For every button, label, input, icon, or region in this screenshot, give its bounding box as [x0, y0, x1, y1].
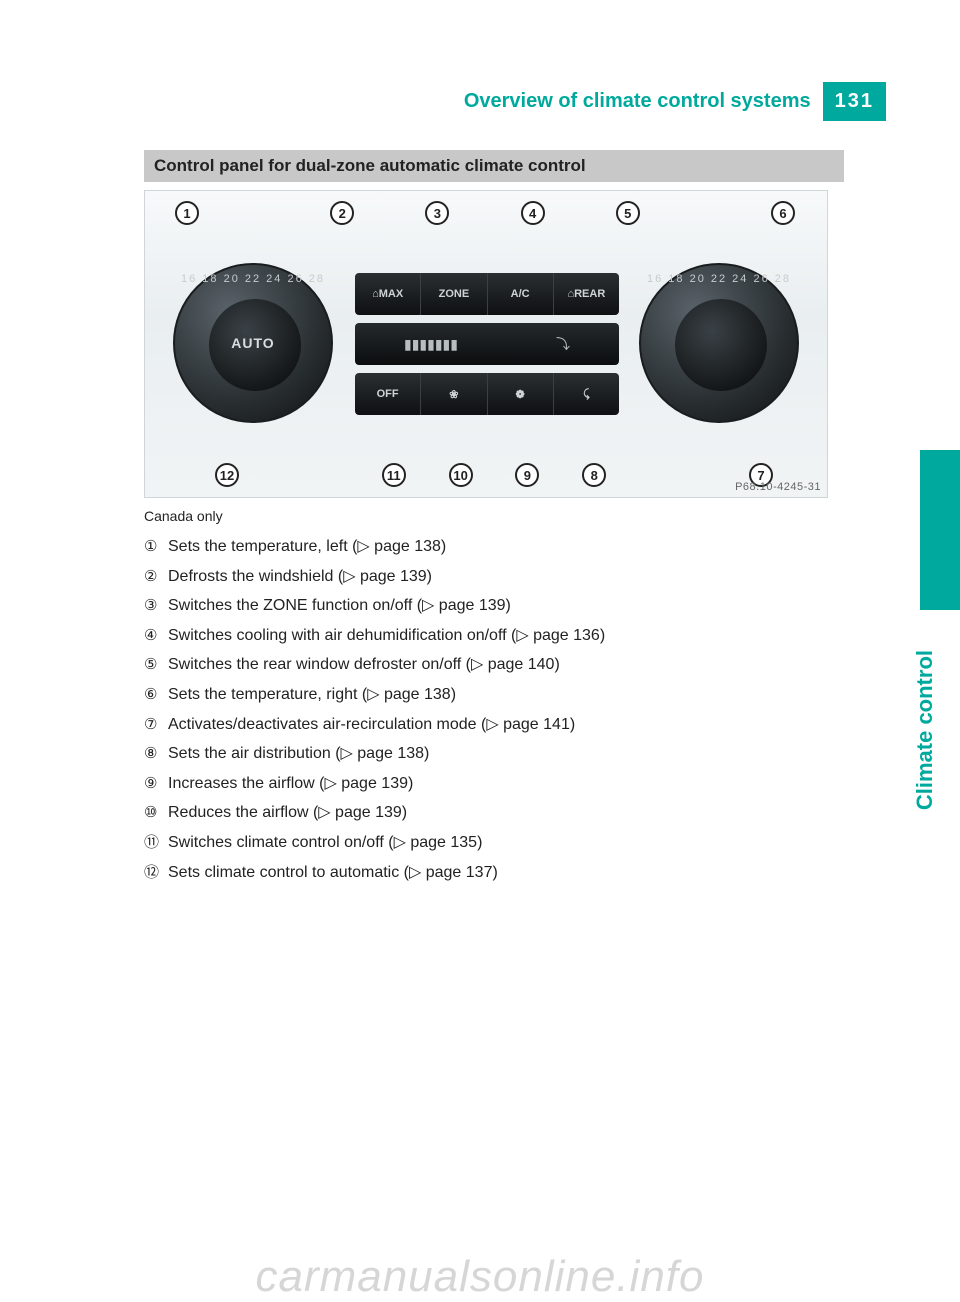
list-item: ②Defrosts the windshield (▷ page 139) — [144, 564, 844, 590]
airflow-bars-icon: ▮▮▮▮▮▮▮ — [404, 336, 458, 353]
air-direction-icon: ⤵ — [556, 334, 570, 354]
item-text: Sets climate control to automatic (▷ pag… — [168, 860, 498, 886]
side-tab — [920, 450, 960, 610]
list-item: ⑦Activates/deactivates air-recirculation… — [144, 712, 844, 738]
list-item: ④Switches cooling with air dehumidificat… — [144, 623, 844, 649]
item-num: ⑪ — [144, 831, 168, 855]
section-title: Control panel for dual-zone automatic cl… — [144, 150, 844, 182]
callouts-bottom: 12 11 10 9 8 7 — [215, 463, 773, 487]
item-text: Sets the temperature, left (▷ page 138) — [168, 534, 446, 560]
dial-label-auto: AUTO — [175, 335, 331, 351]
page: Overview of climate control systems 1 31 … — [0, 0, 960, 1302]
callout-8: 8 — [582, 463, 606, 487]
list-item: ⑪Switches climate control on/off (▷ page… — [144, 830, 844, 856]
callout-11: 11 — [382, 463, 406, 487]
list-item: ⑩Reduces the airflow (▷ page 139) — [144, 800, 844, 826]
item-num: ⑧ — [144, 742, 168, 766]
item-text: Defrosts the windshield (▷ page 139) — [168, 564, 432, 590]
list-item: ⑧Sets the air distribution (▷ page 138) — [144, 741, 844, 767]
list-item: ⑫Sets climate control to automatic (▷ pa… — [144, 860, 844, 886]
callout-1: 1 — [175, 201, 199, 225]
item-text: Increases the airflow (▷ page 139) — [168, 771, 413, 797]
list-item: ③Switches the ZONE function on/off (▷ pa… — [144, 593, 844, 619]
list-item: ⑨Increases the airflow (▷ page 139) — [144, 771, 844, 797]
page-number: 131 — [823, 82, 886, 121]
list-item: ⑤Switches the rear window defroster on/o… — [144, 652, 844, 678]
list-item: ⑥Sets the temperature, right (▷ page 138… — [144, 682, 844, 708]
callout-3: 3 — [425, 201, 449, 225]
item-text: Activates/deactivates air-recirculation … — [168, 712, 575, 738]
btn-rear-defrost: ⌂REAR — [554, 273, 619, 315]
button-row-top: ⌂MAX ZONE A/C ⌂REAR — [355, 273, 619, 315]
button-row-bottom: OFF ❀ ❁ ⤹ — [355, 373, 619, 415]
item-text: Sets the air distribution (▷ page 138) — [168, 741, 429, 767]
watermark: carmanualsonline.info — [0, 1252, 960, 1302]
item-text: Sets the temperature, right (▷ page 138) — [168, 682, 456, 708]
callout-10: 10 — [449, 463, 473, 487]
content: Control panel for dual-zone automatic cl… — [144, 150, 844, 889]
item-num: ⑫ — [144, 861, 168, 885]
callout-5: 5 — [616, 201, 640, 225]
mid-display: ▮▮▮▮▮▮▮ ⤵ — [355, 323, 619, 365]
side-section-label: Climate control — [912, 650, 938, 810]
header-title: Overview of climate control systems — [464, 90, 811, 113]
item-text: Reduces the airflow (▷ page 139) — [168, 800, 407, 826]
btn-fan-up: ❁ — [488, 373, 554, 415]
callout-6: 6 — [771, 201, 795, 225]
figure-id: P68.10-4245-31 — [735, 481, 821, 493]
callout-9: 9 — [515, 463, 539, 487]
header-bar: Overview of climate control systems 131 — [464, 82, 886, 121]
item-text: Switches the rear window defroster on/of… — [168, 652, 560, 678]
item-num: ① — [144, 535, 168, 559]
control-panel-figure: 1 2 3 4 5 6 16 18 20 22 24 26 28 AUTO 16… — [144, 190, 828, 498]
btn-off: OFF — [355, 373, 421, 415]
item-num: ⑤ — [144, 653, 168, 677]
dial-ticks-left: 16 18 20 22 24 26 28 — [175, 273, 331, 285]
callout-2: 2 — [330, 201, 354, 225]
item-num: ④ — [144, 624, 168, 648]
dial-ticks-right: 16 18 20 22 24 26 28 — [641, 273, 797, 285]
item-num: ⑥ — [144, 683, 168, 707]
temperature-dial-left: 16 18 20 22 24 26 28 AUTO — [173, 263, 333, 423]
callout-4: 4 — [521, 201, 545, 225]
btn-fan-down: ❀ — [421, 373, 487, 415]
callout-list: ①Sets the temperature, left (▷ page 138)… — [144, 534, 844, 885]
item-text: Switches cooling with air dehumidificati… — [168, 623, 605, 649]
btn-max-defrost: ⌂MAX — [355, 273, 421, 315]
btn-recirc: ⤹ — [554, 373, 619, 415]
item-text: Switches the ZONE function on/off (▷ pag… — [168, 593, 511, 619]
item-num: ⑦ — [144, 713, 168, 737]
figure-caption: Canada only — [144, 508, 844, 524]
list-item: ①Sets the temperature, left (▷ page 138) — [144, 534, 844, 560]
item-num: ③ — [144, 594, 168, 618]
callout-12: 12 — [215, 463, 239, 487]
callouts-top: 1 2 3 4 5 6 — [175, 201, 795, 225]
item-text: Switches climate control on/off (▷ page … — [168, 830, 482, 856]
item-num: ② — [144, 565, 168, 589]
item-num: ⑨ — [144, 772, 168, 796]
temperature-dial-right: 16 18 20 22 24 26 28 — [639, 263, 799, 423]
item-num: ⑩ — [144, 801, 168, 825]
btn-zone: ZONE — [421, 273, 487, 315]
btn-ac: A/C — [488, 273, 554, 315]
